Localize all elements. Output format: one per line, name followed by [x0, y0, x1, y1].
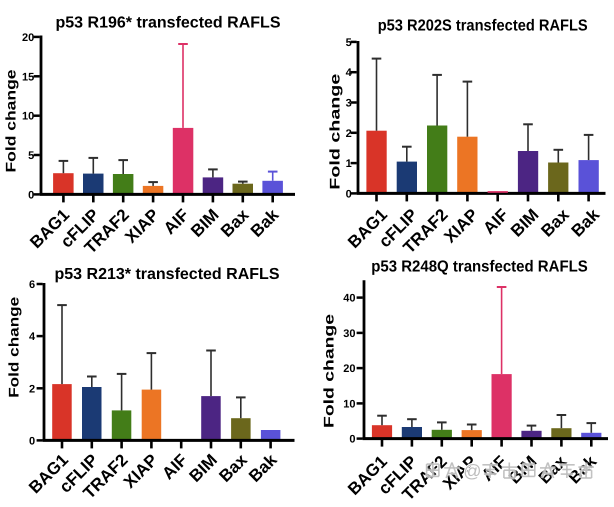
svg-text:10: 10 [343, 398, 355, 410]
svg-text:3: 3 [346, 98, 352, 110]
svg-text:2: 2 [346, 128, 352, 140]
svg-text:2: 2 [29, 383, 35, 395]
svg-text:0: 0 [29, 435, 35, 447]
svg-text:0: 0 [346, 188, 352, 200]
svg-text:5: 5 [346, 37, 352, 49]
svg-text:Fold change: Fold change [321, 314, 337, 428]
svg-text:0: 0 [349, 434, 355, 446]
svg-text:20: 20 [343, 363, 355, 375]
svg-text:0: 0 [28, 189, 34, 201]
svg-text:15: 15 [22, 71, 34, 83]
svg-text:1: 1 [346, 158, 352, 170]
svg-text:Fold change: Fold change [6, 297, 22, 398]
svg-text:p53 R202S transfected RAFLS: p53 R202S transfected RAFLS [378, 18, 588, 35]
svg-text:@: @ [463, 461, 481, 481]
svg-text:p53 R196* transfected RAFLS: p53 R196* transfected RAFLS [56, 14, 281, 31]
svg-text:4: 4 [346, 67, 353, 79]
svg-text:Fold change: Fold change [327, 73, 343, 189]
svg-text:4: 4 [29, 331, 36, 343]
svg-text:Fold change: Fold change [3, 69, 19, 172]
svg-text:20: 20 [22, 32, 34, 44]
svg-text:5: 5 [28, 150, 34, 162]
svg-text:6: 6 [29, 279, 35, 291]
svg-text:p53 R248Q transfected RAFLS: p53 R248Q transfected RAFLS [371, 259, 588, 276]
svg-text:40: 40 [343, 293, 355, 305]
svg-text:10: 10 [22, 111, 34, 123]
svg-text:30: 30 [343, 328, 355, 340]
svg-text:p53 R213* transfected RAFLS: p53 R213* transfected RAFLS [55, 266, 280, 283]
